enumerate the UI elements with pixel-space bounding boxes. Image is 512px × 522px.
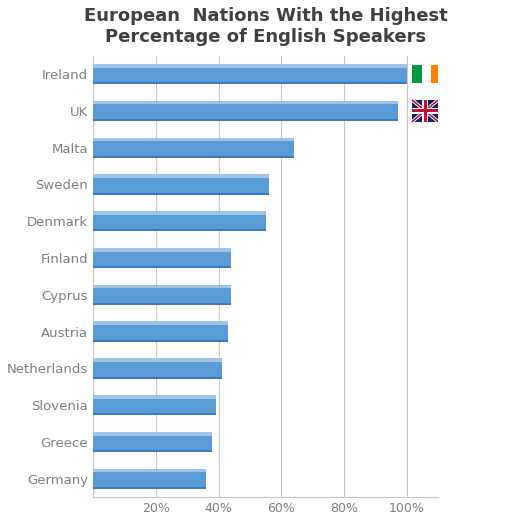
FancyBboxPatch shape <box>93 119 398 121</box>
FancyBboxPatch shape <box>93 211 266 215</box>
FancyBboxPatch shape <box>432 65 441 83</box>
FancyBboxPatch shape <box>412 100 438 122</box>
FancyBboxPatch shape <box>412 109 438 112</box>
FancyBboxPatch shape <box>93 376 222 378</box>
FancyBboxPatch shape <box>93 322 228 325</box>
Bar <box>93 395 216 416</box>
FancyBboxPatch shape <box>422 100 428 122</box>
FancyBboxPatch shape <box>93 156 294 158</box>
FancyBboxPatch shape <box>93 137 294 141</box>
Bar <box>93 101 398 121</box>
FancyBboxPatch shape <box>93 193 269 195</box>
Bar <box>93 137 294 158</box>
Bar <box>93 211 266 231</box>
Bar <box>93 358 222 378</box>
FancyBboxPatch shape <box>423 65 431 83</box>
FancyBboxPatch shape <box>93 303 231 305</box>
Bar <box>93 432 212 452</box>
FancyBboxPatch shape <box>412 108 438 114</box>
FancyBboxPatch shape <box>93 340 228 342</box>
FancyBboxPatch shape <box>93 358 222 362</box>
FancyBboxPatch shape <box>93 450 212 452</box>
FancyBboxPatch shape <box>93 64 407 67</box>
FancyBboxPatch shape <box>424 100 426 122</box>
FancyBboxPatch shape <box>93 487 206 489</box>
FancyBboxPatch shape <box>93 82 407 84</box>
Bar <box>93 322 228 342</box>
FancyBboxPatch shape <box>93 432 212 435</box>
FancyBboxPatch shape <box>93 229 266 231</box>
FancyBboxPatch shape <box>93 413 216 416</box>
FancyBboxPatch shape <box>93 101 398 104</box>
FancyBboxPatch shape <box>93 174 269 178</box>
Bar <box>93 469 206 489</box>
FancyBboxPatch shape <box>93 284 231 288</box>
Title: European  Nations With the Highest
Percentage of English Speakers: European Nations With the Highest Percen… <box>84 7 447 46</box>
FancyBboxPatch shape <box>93 469 206 472</box>
Bar <box>93 64 407 84</box>
Bar <box>93 284 231 305</box>
FancyBboxPatch shape <box>93 248 231 252</box>
FancyBboxPatch shape <box>93 395 216 399</box>
Bar <box>93 174 269 195</box>
Bar <box>93 248 231 268</box>
FancyBboxPatch shape <box>412 65 422 83</box>
FancyBboxPatch shape <box>93 266 231 268</box>
